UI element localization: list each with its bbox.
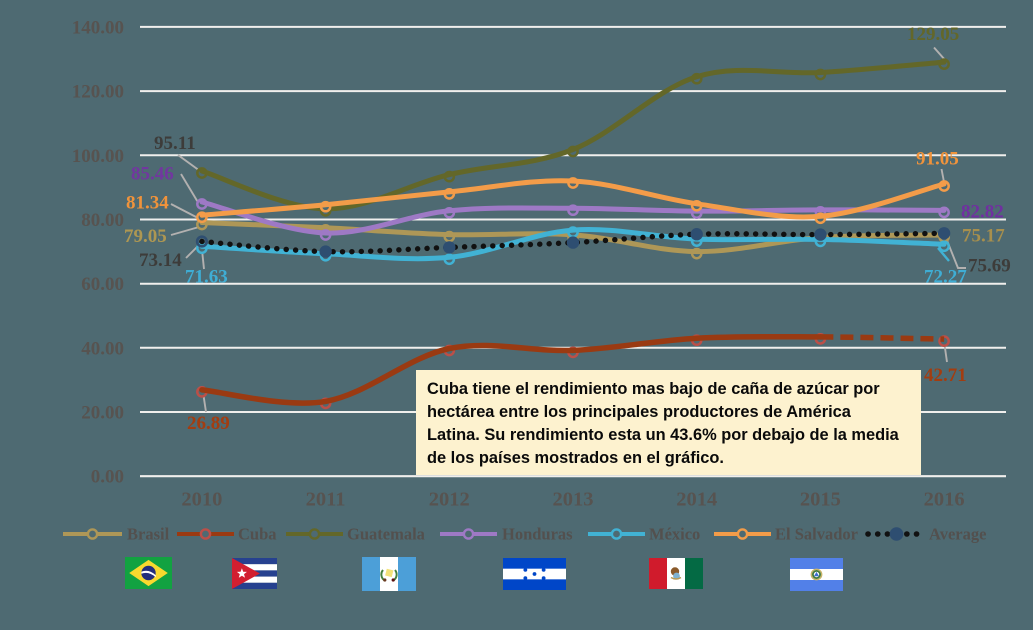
svg-text:72.27: 72.27: [924, 267, 967, 288]
svg-text:2016: 2016: [924, 489, 965, 511]
svg-text:2013: 2013: [553, 489, 594, 511]
svg-text:Brasil: Brasil: [127, 525, 170, 544]
svg-text:20.00: 20.00: [81, 403, 124, 424]
svg-text:80.00: 80.00: [81, 210, 124, 231]
svg-text:2014: 2014: [676, 489, 717, 511]
svg-text:100.00: 100.00: [72, 146, 124, 167]
svg-text:82.82: 82.82: [961, 202, 1004, 223]
svg-text:42.71: 42.71: [924, 365, 967, 386]
svg-text:60.00: 60.00: [81, 274, 124, 295]
svg-text:26.89: 26.89: [187, 413, 230, 434]
svg-text:Average: Average: [929, 525, 986, 544]
svg-text:Cuba: Cuba: [238, 525, 277, 544]
svg-text:40.00: 40.00: [81, 338, 124, 359]
svg-text:2012: 2012: [429, 489, 470, 511]
svg-text:91.05: 91.05: [916, 149, 959, 170]
svg-text:129.05: 129.05: [907, 24, 959, 45]
svg-text:75.69: 75.69: [968, 256, 1011, 277]
svg-text:El Salvador: El Salvador: [775, 525, 858, 544]
svg-text:85.46: 85.46: [131, 164, 174, 185]
svg-text:95.11: 95.11: [154, 133, 196, 154]
svg-text:Honduras: Honduras: [502, 525, 573, 544]
svg-text:México: México: [649, 525, 700, 544]
svg-text:79.05: 79.05: [124, 226, 167, 247]
svg-text:Guatemala: Guatemala: [347, 525, 425, 544]
svg-text:2015: 2015: [800, 489, 841, 511]
svg-text:71.63: 71.63: [185, 267, 228, 288]
svg-text:2010: 2010: [181, 489, 222, 511]
svg-text:0.00: 0.00: [91, 467, 124, 488]
svg-text:75.17: 75.17: [962, 226, 1005, 247]
svg-text:2011: 2011: [306, 489, 346, 511]
svg-text:81.34: 81.34: [126, 193, 169, 214]
svg-text:120.00: 120.00: [72, 82, 124, 103]
svg-text:140.00: 140.00: [72, 17, 124, 38]
svg-text:73.14: 73.14: [139, 250, 182, 271]
